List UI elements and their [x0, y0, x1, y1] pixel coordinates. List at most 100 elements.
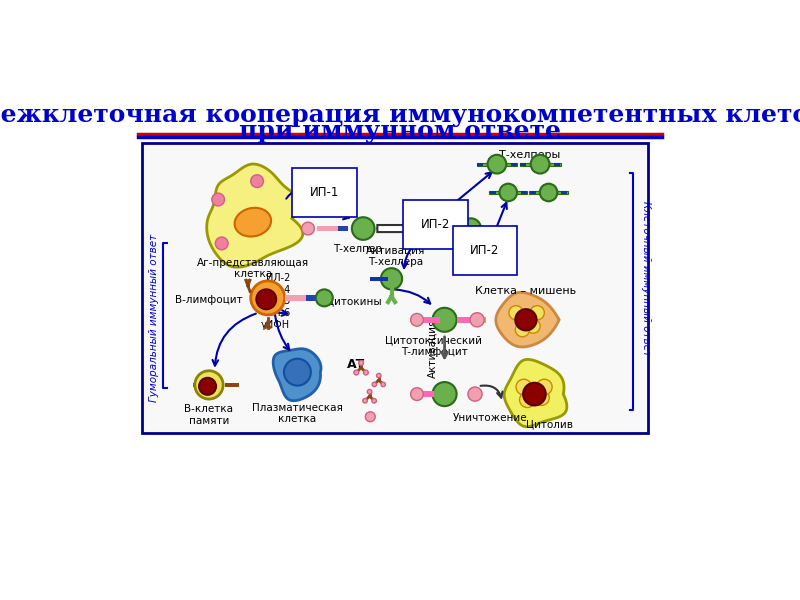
FancyBboxPatch shape: [194, 383, 207, 387]
Circle shape: [537, 379, 552, 395]
Circle shape: [372, 398, 376, 403]
Polygon shape: [504, 359, 567, 427]
Circle shape: [363, 370, 368, 375]
FancyBboxPatch shape: [477, 163, 487, 166]
FancyBboxPatch shape: [142, 143, 648, 433]
Text: В-лимфоцит: В-лимфоцит: [175, 295, 243, 305]
Ellipse shape: [234, 208, 271, 236]
Circle shape: [534, 390, 550, 406]
Text: Плазматическая
клетка: Плазматическая клетка: [252, 403, 343, 424]
Circle shape: [470, 313, 484, 327]
Text: Цитокины: Цитокины: [326, 296, 382, 307]
FancyBboxPatch shape: [520, 163, 530, 166]
FancyBboxPatch shape: [550, 163, 561, 166]
Text: Клетка – мишень: Клетка – мишень: [475, 286, 577, 296]
FancyBboxPatch shape: [490, 191, 495, 194]
Text: ИП-2: ИП-2: [421, 218, 450, 231]
FancyBboxPatch shape: [478, 163, 483, 166]
Text: Гуморальный иммунный ответ: Гуморальный иммунный ответ: [150, 233, 159, 402]
Text: В-клетка
памяти: В-клетка памяти: [185, 404, 234, 425]
FancyBboxPatch shape: [457, 317, 470, 323]
FancyBboxPatch shape: [517, 191, 527, 194]
Text: ИП-1: ИП-1: [310, 186, 339, 199]
Circle shape: [199, 378, 216, 395]
Text: АТ: АТ: [347, 358, 366, 371]
FancyBboxPatch shape: [562, 191, 567, 194]
Circle shape: [366, 412, 375, 422]
Text: при иммунном ответе: при иммунном ответе: [239, 119, 561, 143]
Circle shape: [487, 155, 506, 173]
Text: ИП-2: ИП-2: [470, 244, 499, 257]
FancyBboxPatch shape: [486, 227, 492, 230]
FancyBboxPatch shape: [506, 163, 518, 166]
Polygon shape: [206, 164, 302, 267]
Text: Цитотоксический
Т-лимфоцит: Цитотоксический Т-лимфоцит: [386, 335, 482, 357]
Circle shape: [372, 382, 377, 386]
Circle shape: [354, 370, 358, 375]
Circle shape: [410, 313, 423, 326]
Polygon shape: [496, 292, 559, 347]
Circle shape: [362, 398, 367, 403]
Circle shape: [540, 184, 558, 201]
Text: Т-хелпер: Т-хелпер: [333, 244, 382, 254]
FancyBboxPatch shape: [530, 191, 536, 194]
Text: Активация
Т-хеллера: Активация Т-хеллера: [366, 245, 426, 267]
Circle shape: [499, 184, 517, 201]
Circle shape: [352, 217, 374, 240]
FancyBboxPatch shape: [481, 227, 493, 230]
Circle shape: [433, 308, 457, 332]
Circle shape: [516, 379, 531, 395]
FancyBboxPatch shape: [420, 317, 440, 323]
FancyBboxPatch shape: [558, 191, 568, 194]
FancyBboxPatch shape: [520, 163, 526, 166]
FancyBboxPatch shape: [510, 163, 517, 166]
Circle shape: [250, 175, 263, 188]
Circle shape: [250, 281, 285, 315]
Circle shape: [256, 289, 276, 309]
Circle shape: [468, 387, 482, 401]
FancyBboxPatch shape: [306, 295, 316, 301]
FancyBboxPatch shape: [449, 227, 461, 230]
Text: Аг-представляющая
клетка: Аг-представляющая клетка: [197, 257, 309, 279]
Text: Межклеточная кооперация иммунокомпетентных клеток: Межклеточная кооперация иммунокомпетентн…: [0, 103, 800, 127]
Text: ИЛ-2
ИЛ-4
ИЛ-5
ИЛ-6
γИФН: ИЛ-2 ИЛ-4 ИЛ-5 ИЛ-6 γИФН: [262, 273, 290, 329]
Circle shape: [377, 373, 381, 378]
FancyBboxPatch shape: [554, 163, 560, 166]
FancyBboxPatch shape: [521, 191, 526, 194]
Circle shape: [530, 305, 544, 320]
FancyBboxPatch shape: [225, 383, 238, 387]
FancyArrow shape: [378, 223, 422, 234]
Circle shape: [302, 222, 314, 235]
Circle shape: [519, 392, 535, 407]
Circle shape: [515, 309, 537, 331]
Circle shape: [381, 382, 386, 386]
Circle shape: [526, 319, 540, 333]
Circle shape: [367, 389, 372, 394]
Circle shape: [284, 359, 311, 386]
Circle shape: [515, 323, 530, 337]
Text: Уничтожение: Уничтожение: [454, 413, 528, 423]
Circle shape: [358, 361, 363, 365]
Circle shape: [381, 268, 402, 289]
FancyBboxPatch shape: [338, 226, 348, 232]
Polygon shape: [273, 349, 321, 401]
Circle shape: [215, 237, 228, 250]
FancyBboxPatch shape: [370, 277, 388, 281]
Circle shape: [461, 218, 481, 239]
Circle shape: [195, 371, 223, 399]
Text: Цитолив: Цитолив: [526, 419, 574, 429]
FancyBboxPatch shape: [285, 295, 306, 301]
Text: Т-хелперы: Т-хелперы: [499, 150, 560, 160]
FancyBboxPatch shape: [420, 391, 434, 397]
Circle shape: [212, 193, 225, 206]
Text: Активация: Активация: [427, 319, 438, 378]
Circle shape: [433, 382, 457, 406]
FancyBboxPatch shape: [489, 191, 499, 194]
FancyBboxPatch shape: [530, 191, 540, 194]
FancyBboxPatch shape: [450, 227, 456, 230]
Circle shape: [509, 305, 523, 320]
Text: Клеточный иммунный ответ: Клеточный иммунный ответ: [642, 201, 651, 356]
Circle shape: [530, 155, 550, 173]
Circle shape: [316, 289, 333, 307]
Circle shape: [523, 383, 546, 406]
